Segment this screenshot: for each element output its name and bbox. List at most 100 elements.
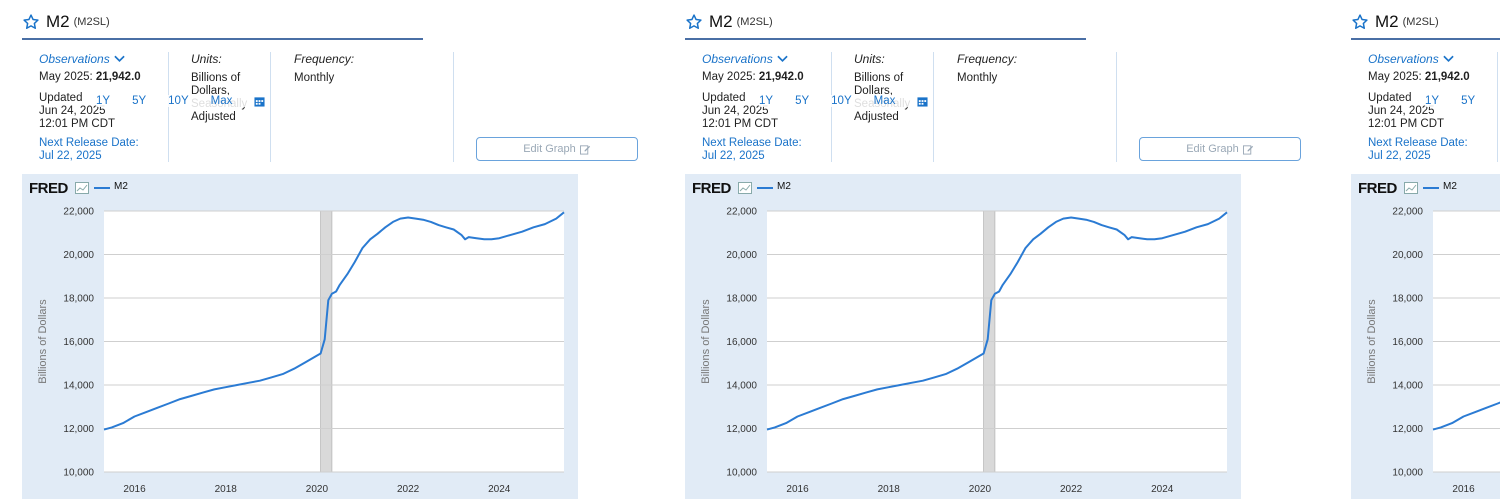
units-label: Units: [191, 52, 222, 66]
range-5y-button[interactable]: 5Y [795, 95, 810, 107]
column-divider [831, 52, 832, 162]
edit-graph-button[interactable]: Edit Graph [1139, 137, 1301, 161]
next-release-link[interactable]: Next Release Date: Jul 22, 2025 [1368, 137, 1468, 162]
observations-column: Observations May 2025: 21,942.0 Updated J… [39, 52, 169, 162]
y-tick-label: 14,000 [1392, 381, 1423, 392]
y-tick-label: 22,000 [726, 207, 757, 218]
fred-series-panel-2: M2 (M2SL) Observations May 2025: 21,942.… [685, 0, 1325, 499]
legend-swatch [1423, 187, 1439, 189]
series-title: M2 [46, 12, 70, 31]
frequency-value: Monthly [294, 72, 335, 84]
fred-logo: FRED [1358, 180, 1397, 197]
series-line-m2 [766, 211, 1228, 431]
favorite-star-icon[interactable] [22, 13, 40, 31]
x-tick-label: 2024 [488, 484, 511, 495]
calendar-icon[interactable] [917, 96, 928, 107]
next-release-link[interactable]: Next Release Date: Jul 22, 2025 [39, 137, 139, 162]
frequency-column: Frequency: Monthly [957, 52, 1107, 162]
chart-icon [75, 182, 89, 194]
range-max-button[interactable]: Max [873, 95, 896, 107]
title-divider [1351, 38, 1500, 40]
fred-logo: FRED [692, 180, 731, 197]
x-tick-label: 2022 [1060, 484, 1083, 495]
chart-icon [1404, 182, 1418, 194]
next-release-link[interactable]: Next Release Date: Jul 22, 2025 [702, 137, 802, 162]
edit-icon [1242, 144, 1253, 155]
observations-dropdown[interactable]: Observations [1368, 52, 1498, 66]
fred-series-panel-1: M2 (M2SL) Observations May 2025: 21,942.… [22, 0, 662, 499]
series-title: M2 [709, 12, 733, 31]
x-tick-label: 2024 [1151, 484, 1174, 495]
y-tick-label: 12,000 [726, 424, 757, 435]
legend-label: M2 [1443, 181, 1457, 192]
chart-area: FRED M2 10,000 12,000 14,000 16,000 18,000 20… [685, 174, 1241, 499]
fred-logo: FRED [29, 180, 68, 197]
frequency-column: Frequency: Monthly [294, 52, 444, 162]
observations-column: Observations May 2025: 21,942.0 Updated J… [702, 52, 832, 162]
frequency-label: Frequency: [294, 52, 355, 66]
fred-series-panel-3: M2 (M2SL) Observations May 2025: 21,942.… [1351, 0, 1500, 499]
x-tick-label: 2016 [1452, 484, 1475, 495]
observations-dropdown[interactable]: Observations [39, 52, 169, 66]
column-divider [1497, 52, 1498, 162]
y-tick-label: 10,000 [1392, 468, 1423, 479]
observations-dropdown[interactable]: Observations [702, 52, 832, 66]
range-10y-button[interactable]: 10Y [168, 95, 189, 107]
y-tick-label: 16,000 [63, 337, 94, 348]
units-label: Units: [854, 52, 885, 66]
date-range-buttons: 1Y 5Y 10Y Max [759, 95, 929, 107]
calendar-icon[interactable] [254, 96, 265, 107]
y-tick-label: 22,000 [1392, 207, 1423, 218]
y-tick-label: 12,000 [63, 424, 94, 435]
chart-area: FRED M2 10,000 12,000 14,000 16,000 18,000 20… [1351, 174, 1500, 499]
date-range-buttons: 1Y 5Y 10Y Max [96, 95, 266, 107]
units-column: Units: Billions ofDollars,SeasonallyAdju… [191, 52, 271, 162]
x-tick-label: 2020 [969, 484, 992, 495]
x-tick-label: 2016 [123, 484, 146, 495]
line-chart: 10,000 12,000 14,000 16,000 18,000 20,000 22,0… [37, 207, 565, 495]
series-title-row: M2 (M2SL) [685, 10, 773, 34]
edit-graph-button[interactable]: Edit Graph [476, 137, 638, 161]
series-info: Observations May 2025: 21,942.0 Updated J… [1351, 52, 1500, 164]
chart-area: FRED M2 10,000 12,000 14,000 16,000 18,000 20… [22, 174, 578, 499]
chevron-down-icon [1443, 55, 1454, 63]
series-title-row: M2 (M2SL) [1351, 10, 1439, 34]
title-divider [685, 38, 1086, 40]
range-5y-button[interactable]: 5Y [132, 95, 147, 107]
range-1y-button[interactable]: 1Y [1425, 95, 1440, 107]
column-divider [168, 52, 169, 162]
y-axis-label: Billions of Dollars [700, 299, 712, 384]
y-axis-label: Billions of Dollars [37, 299, 49, 384]
latest-observation: May 2025: 21,942.0 [1368, 71, 1470, 83]
units-column: Units: Billions ofDollars,SeasonallyAdju… [854, 52, 934, 162]
observations-column: Observations May 2025: 21,942.0 Updated J… [1368, 52, 1498, 162]
series-id: (M2SL) [1402, 16, 1439, 28]
range-10y-button[interactable]: 10Y [831, 95, 852, 107]
range-max-button[interactable]: Max [210, 95, 233, 107]
y-tick-label: 16,000 [1392, 337, 1423, 348]
updated-date: Updated Jun 24, 2025 12:01 PM CDT [1368, 92, 1445, 130]
y-axis-label: Billions of Dollars [1366, 299, 1378, 384]
column-divider [270, 52, 271, 162]
range-5y-button[interactable]: 5Y [1461, 95, 1476, 107]
column-divider [1116, 52, 1117, 162]
y-tick-label: 18,000 [1392, 294, 1423, 305]
favorite-star-icon[interactable] [685, 13, 703, 31]
favorite-star-icon[interactable] [1351, 13, 1369, 31]
series-line-m2 [103, 211, 565, 431]
range-1y-button[interactable]: 1Y [759, 95, 774, 107]
frequency-label: Frequency: [957, 52, 1018, 66]
date-range-buttons: 1Y 5Y [1425, 95, 1498, 107]
legend-swatch [757, 187, 773, 189]
y-tick-label: 20,000 [1392, 250, 1423, 261]
chevron-down-icon [114, 55, 125, 63]
line-chart: 10,000 12,000 14,000 16,000 18,000 20,000 22,0… [700, 207, 1228, 495]
title-divider [22, 38, 423, 40]
updated-date: Updated Jun 24, 2025 12:01 PM CDT [39, 92, 116, 130]
chart-icon [738, 182, 752, 194]
series-id: (M2SL) [73, 16, 110, 28]
y-tick-label: 16,000 [726, 337, 757, 348]
legend-swatch [94, 187, 110, 189]
y-tick-label: 18,000 [63, 294, 94, 305]
range-1y-button[interactable]: 1Y [96, 95, 111, 107]
